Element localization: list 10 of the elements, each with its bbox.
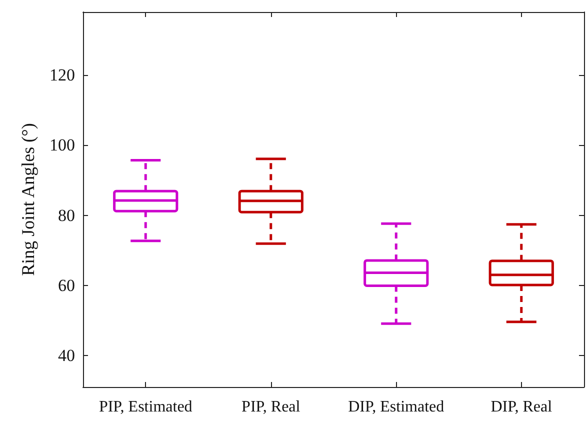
y-tick-label: 80 [58, 206, 75, 225]
y-axis-title: Ring Joint Angles (°) [18, 123, 38, 276]
y-tick-label: 60 [58, 276, 75, 295]
x-tick-label: DIP, Real [490, 398, 553, 416]
x-tick-label: DIP, Estimated [348, 398, 444, 416]
y-tick-label: 120 [50, 66, 75, 85]
y-tick-label: 100 [50, 136, 75, 155]
x-tick-label: PIP, Real [242, 398, 301, 416]
y-tick-label: 40 [58, 346, 75, 365]
x-tick-label: PIP, Estimated [98, 398, 192, 416]
